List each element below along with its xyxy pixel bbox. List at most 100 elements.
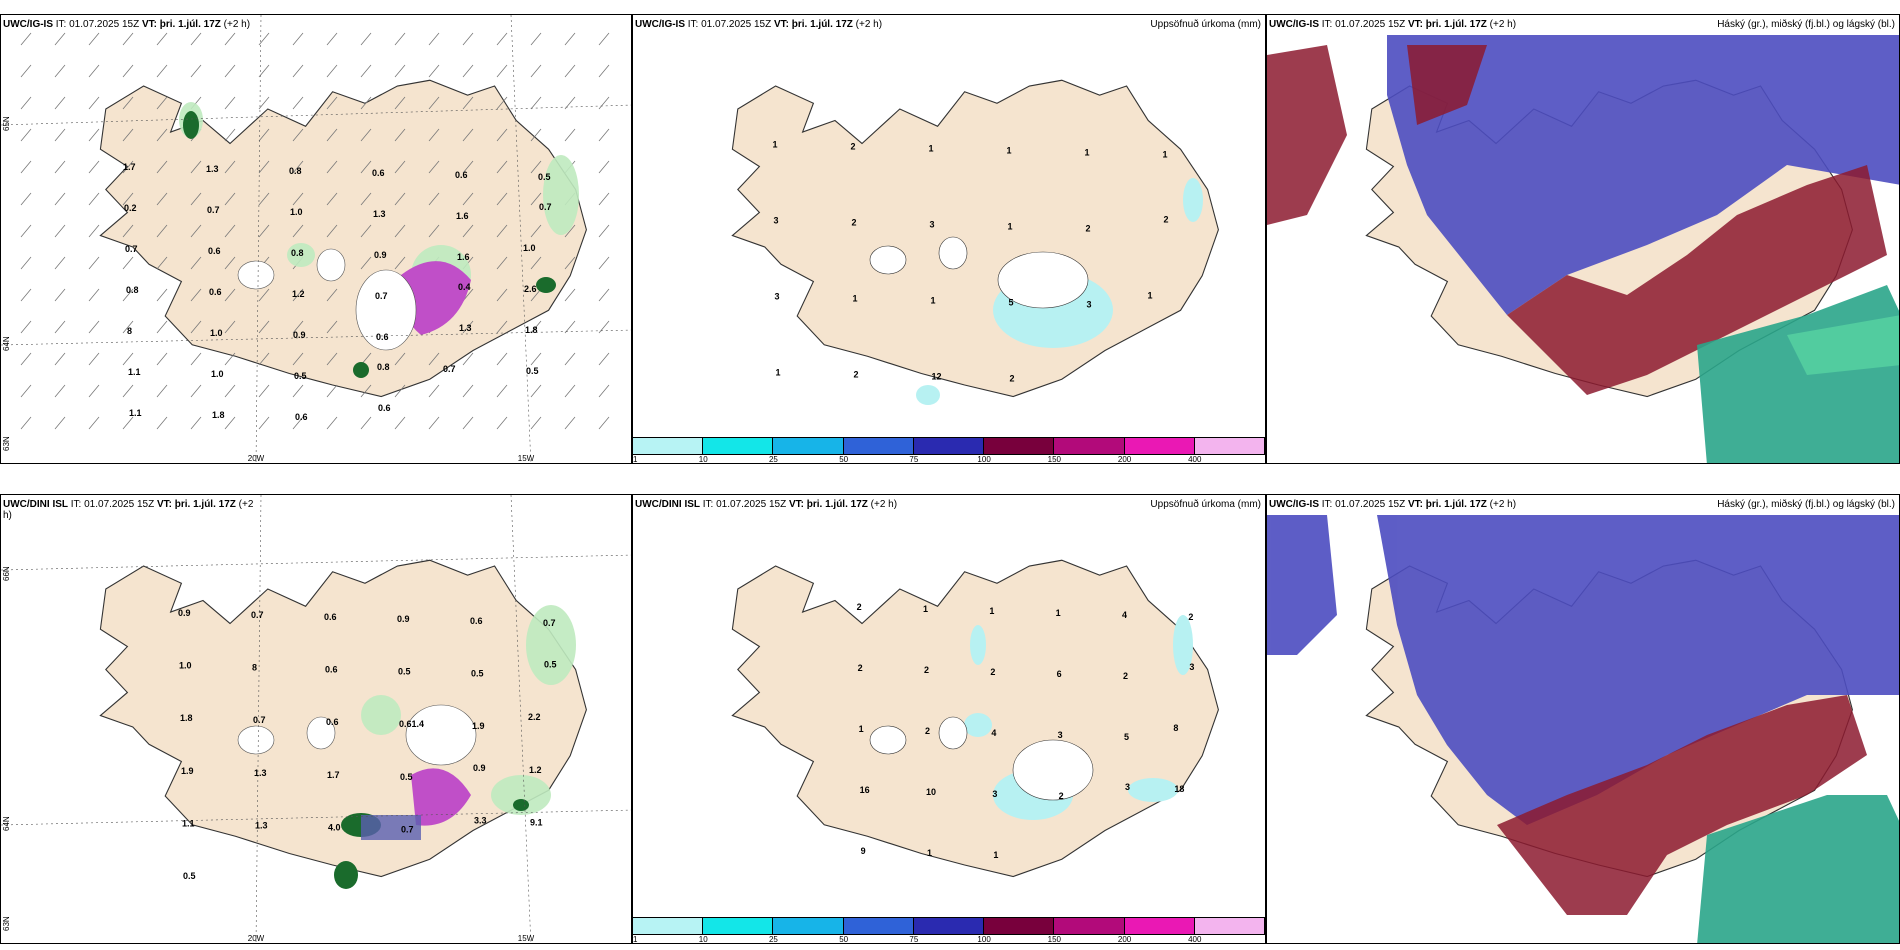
wind-barb — [530, 192, 542, 206]
value-label: 1.1 — [129, 408, 142, 418]
wind-barb — [20, 288, 32, 302]
wind-barb — [598, 128, 610, 142]
wind-barb — [462, 224, 474, 238]
value-label: 1 — [1148, 291, 1153, 301]
wind-barb — [292, 416, 304, 430]
wind-barb — [88, 224, 100, 238]
wind-barb — [462, 384, 474, 398]
wind-barb — [428, 352, 440, 366]
wind-barb — [122, 224, 134, 238]
wind-barb — [20, 256, 32, 270]
wind-barb — [88, 96, 100, 110]
wind-barb — [190, 32, 202, 46]
value-label: 2 — [1164, 215, 1169, 225]
map-svg: 1.7 1.3 0.8 0.6 0.6 0.5 0.2 0.7 1.0 1.3 1.6 0.7 0.7 0… — [1, 15, 631, 463]
wind-barb — [20, 128, 32, 142]
value-label: 2 — [990, 667, 995, 677]
legend-tick: 200 — [1117, 455, 1132, 464]
value-label: 1.6 — [456, 211, 469, 221]
wind-barb — [326, 96, 338, 110]
wind-barb — [496, 64, 508, 78]
value-label: 1.2 — [292, 289, 305, 299]
legend-tick: 50 — [839, 455, 849, 464]
wind-barb — [462, 320, 474, 334]
wind-barb — [20, 160, 32, 174]
legend-tick: 100 — [977, 455, 991, 464]
legend-swatch — [1054, 918, 1125, 934]
wind-barb — [20, 416, 32, 430]
value-label: 1.3 — [206, 164, 219, 174]
value-label: 18 — [1174, 784, 1184, 794]
value-label: 0.7 — [251, 610, 264, 620]
wind-barb — [224, 128, 236, 142]
wind-barb — [156, 160, 168, 174]
wind-barb — [564, 352, 576, 366]
wind-barb — [258, 288, 270, 302]
wind-barb — [496, 128, 508, 142]
wind-barb — [20, 352, 32, 366]
wind-barb — [428, 32, 440, 46]
wind-barb — [394, 128, 406, 142]
value-label: 2.6 — [524, 284, 537, 294]
value-label: 1 — [773, 140, 778, 150]
value-label: 0.6 — [326, 717, 339, 727]
wind-barb — [496, 256, 508, 270]
lon-label: 15W — [518, 934, 535, 943]
value-label: 2 — [857, 602, 862, 612]
value-label: 3 — [930, 220, 935, 230]
legend-swatch — [1124, 918, 1195, 934]
panel-right-title: Háský (gr.), miðský (fj.bl.) og lágský (… — [1717, 19, 1895, 30]
wind-barb — [564, 384, 576, 398]
wind-barb — [156, 224, 168, 238]
wind-barb — [292, 160, 304, 174]
wind-barb — [496, 352, 508, 366]
panel-title: UWC/DINI ISL IT: 01.07.2025 15Z VT: þri.… — [3, 499, 254, 521]
value-label: 0.6 — [378, 403, 391, 413]
wind-barb — [54, 224, 66, 238]
wind-barb — [428, 128, 440, 142]
value-label: 1.9 — [181, 766, 194, 776]
wind-barb — [326, 384, 338, 398]
legend-swatch — [984, 438, 1055, 454]
wind-barb — [360, 256, 372, 270]
value-label: 0.9 — [293, 330, 306, 340]
wind-barb — [54, 256, 66, 270]
value-label: 0.7 — [443, 364, 456, 374]
value-label: 0.7 — [375, 291, 388, 301]
wind-barb — [496, 320, 508, 334]
lat-label: 64N — [2, 336, 11, 351]
wind-barb — [122, 288, 134, 302]
wind-barb — [564, 256, 576, 270]
value-label: 0.7 — [207, 205, 220, 215]
map-panel-precip-wind-igis: UWC/IG-IS IT: 01.07.2025 15Z VT: þri. 1.… — [0, 14, 632, 464]
lat-label: 64N — [2, 816, 11, 831]
lon-label: 20W — [248, 934, 265, 943]
wind-barb — [224, 64, 236, 78]
value-label: 0.8 — [377, 362, 390, 372]
wind-barb — [156, 128, 168, 142]
wind-barb — [394, 32, 406, 46]
panel-title: UWC/IG-IS IT: 01.07.2025 15Z VT: þri. 1.… — [1269, 19, 1517, 30]
wind-barb — [20, 64, 32, 78]
wind-barb — [258, 224, 270, 238]
wind-barb — [224, 96, 236, 110]
value-label: 1 — [923, 604, 928, 614]
wind-barb — [20, 32, 32, 46]
value-label: 2 — [854, 370, 859, 380]
wind-barb — [428, 416, 440, 430]
wind-barb — [224, 32, 236, 46]
panel-title: UWC/IG-IS IT: 01.07.2025 15Z VT: þri. 1.… — [1269, 499, 1517, 510]
wind-barb — [224, 320, 236, 334]
wind-barb — [564, 128, 576, 142]
wind-barb — [598, 384, 610, 398]
value-label: 1 — [993, 850, 998, 860]
wind-barb — [190, 256, 202, 270]
wind-barb — [530, 160, 542, 174]
value-label: 0.6 — [372, 168, 385, 178]
value-label: 1 — [853, 294, 858, 304]
value-label: 1.2 — [529, 765, 542, 775]
lat-label: 63N — [2, 436, 11, 451]
legend-tick: 75 — [909, 935, 919, 944]
wind-barb — [88, 416, 100, 430]
wind-barb — [462, 352, 474, 366]
